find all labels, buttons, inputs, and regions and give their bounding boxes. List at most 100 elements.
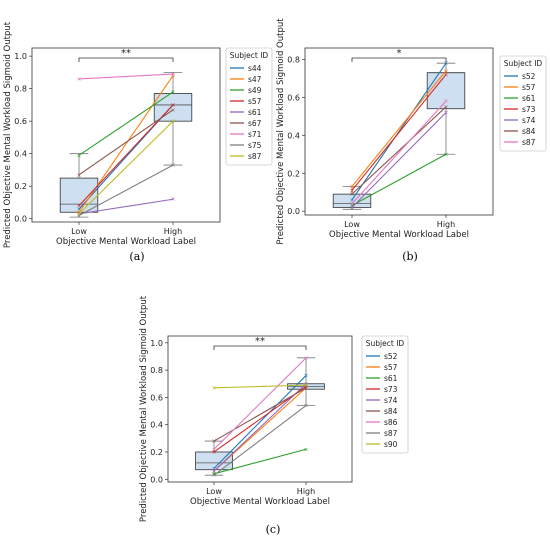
- subject-point-low: ×: [76, 206, 81, 213]
- subject-point-low: ×: [76, 209, 81, 216]
- legend-entry: s84: [522, 127, 536, 136]
- subject-point-low: ×: [211, 449, 216, 456]
- legend-entry: s87: [384, 429, 398, 438]
- subject-point-low: ×: [349, 197, 354, 204]
- x-tick-label: High: [437, 220, 455, 229]
- subject-line-s87: [351, 100, 447, 204]
- subject-line-s49: [78, 91, 174, 156]
- y-tick-label: 0.0: [287, 207, 300, 216]
- legend-entry: s57: [248, 97, 262, 106]
- subject-point-high: ×: [170, 89, 175, 96]
- plot-frame: [31, 47, 221, 223]
- legend-entry: s84: [384, 407, 398, 416]
- subject-line-s57: [78, 104, 174, 207]
- subject-point-high: ×: [303, 385, 308, 392]
- subject-point-low: ×: [211, 446, 216, 453]
- subject-point-high: ×: [303, 446, 308, 453]
- subject-point-high: ×: [170, 73, 175, 80]
- subject-line-s90: [213, 384, 307, 389]
- subject-point-low: ×: [349, 187, 354, 194]
- legend-box: [225, 47, 273, 166]
- legend-entry: s73: [384, 385, 398, 394]
- legend-entry: s87: [248, 152, 262, 161]
- legend-entry: s47: [248, 75, 262, 84]
- legend-box: [361, 335, 409, 454]
- subject-point-high: ×: [303, 355, 308, 362]
- subject-point-high: ×: [170, 107, 175, 114]
- subject-point-high: ×: [170, 162, 175, 169]
- subject-point-low: ×: [76, 76, 81, 83]
- subject-point-low: ×: [76, 211, 81, 218]
- legend-entry: s86: [384, 418, 398, 427]
- subject-point-high: ×: [170, 71, 175, 78]
- legend-box: [499, 55, 547, 152]
- legend-entry: s52: [384, 352, 398, 361]
- y-tick-label: 0.0: [14, 215, 27, 224]
- subject-point-low: ×: [349, 204, 354, 211]
- legend-entry: s57: [384, 363, 398, 372]
- y-tick-label: 1.0: [150, 339, 163, 348]
- legend-entry: s74: [522, 116, 536, 125]
- y-axis-label: Predicted Objective Mental Workload Sigm…: [3, 21, 13, 248]
- plot-frame: [167, 335, 353, 483]
- subject-line-s67: [78, 109, 174, 176]
- subject-point-low: ×: [349, 184, 354, 191]
- subject-point-high: ×: [443, 98, 448, 105]
- subject-point-low: ×: [211, 472, 216, 479]
- subject-line-s57: [351, 70, 447, 187]
- y-tick-label: 0.8: [287, 55, 300, 64]
- significance-label: **: [255, 336, 265, 347]
- legend-entry: s74: [384, 396, 398, 405]
- subject-line-s84: [213, 387, 307, 442]
- subject-line-s75: [78, 164, 174, 216]
- x-tick-label: High: [297, 487, 315, 496]
- legend-entry: s90: [384, 440, 398, 449]
- subject-line-s74: [351, 112, 447, 208]
- subject-line-s52: [213, 375, 307, 469]
- legend-entry: s49: [248, 86, 262, 95]
- legend-entry: s75: [248, 141, 262, 150]
- x-tick-label: Low: [344, 220, 360, 229]
- x-axis-label: Objective Mental Workload Label: [329, 230, 469, 240]
- subject-point-high: ×: [443, 110, 448, 117]
- subject-point-high: ×: [170, 102, 175, 109]
- significance-label: **: [121, 48, 131, 59]
- subject-point-low: ×: [211, 465, 216, 472]
- subject-line-s73: [351, 74, 447, 191]
- legend-entry: s61: [522, 94, 536, 103]
- subject-line-s84: [351, 106, 447, 195]
- x-axis-label: Objective Mental Workload Label: [56, 237, 196, 247]
- subject-point-high: ×: [303, 381, 308, 388]
- subject-point-high: ×: [303, 403, 308, 410]
- y-tick-label: 0.0: [150, 475, 163, 484]
- subject-point-low: ×: [349, 201, 354, 208]
- plot-frame: [304, 47, 494, 216]
- subject-point-high: ×: [443, 60, 448, 67]
- y-tick-label: 0.4: [150, 421, 163, 430]
- subject-point-low: ×: [211, 468, 216, 475]
- y-tick-label: 0.6: [150, 393, 163, 402]
- y-tick-label: 0.4: [14, 150, 27, 159]
- significance-bracket: [78, 57, 174, 62]
- legend-entry: s44: [248, 64, 262, 73]
- x-tick-label: Low: [71, 227, 87, 236]
- subject-point-low: ×: [76, 172, 81, 179]
- subject-point-low: ×: [349, 191, 354, 198]
- subject-line-s61: [78, 198, 174, 215]
- subject-point-low: ×: [211, 471, 216, 478]
- y-tick-label: 0.6: [287, 93, 300, 102]
- subject-line-s74: [213, 383, 307, 472]
- y-tick-label: 0.8: [14, 85, 27, 94]
- y-tick-label: 0.6: [14, 117, 27, 126]
- subject-point-low: ×: [76, 203, 81, 210]
- subject-point-high: ×: [443, 72, 448, 79]
- subject-line-s73: [213, 386, 307, 453]
- subject-point-low: ×: [349, 203, 354, 210]
- subject-point-high: ×: [170, 196, 175, 203]
- x-axis-label: Objective Mental Workload Label: [190, 497, 330, 507]
- subject-line-s52: [351, 62, 447, 201]
- subject-line-s86: [213, 357, 307, 450]
